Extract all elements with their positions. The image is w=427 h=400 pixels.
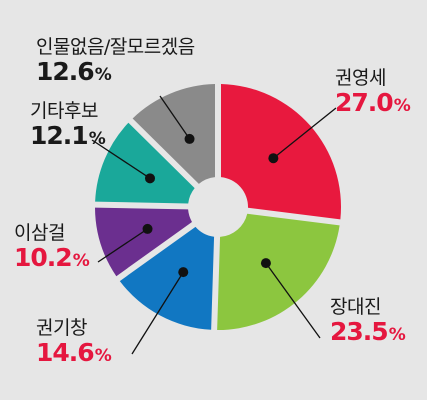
leader-line [159, 95, 191, 140]
slice-value: 14.6% [36, 338, 112, 367]
pie-slice [217, 213, 340, 330]
label-group-other-candidates: 기타후보 12.1% [30, 96, 106, 150]
leader-dot [260, 258, 271, 269]
leader-line [91, 139, 151, 179]
leader-line [131, 271, 184, 355]
leader-line [265, 262, 321, 339]
leader-dot [268, 153, 279, 164]
leader-dot [178, 267, 189, 278]
slice-value: 10.2% [14, 243, 90, 272]
leader-dot [142, 223, 153, 234]
label-group-jang-dae-jin: 장대진 23.5% [330, 292, 406, 346]
label-group-kwon-gi-chang: 권기창 14.6% [36, 313, 112, 367]
leader-dot [184, 133, 195, 144]
pie-slice [95, 122, 195, 204]
slice-label: 장대진 [330, 296, 381, 318]
slice-label: 이삼걸 [14, 222, 65, 244]
leader-line [97, 228, 148, 263]
pie-slice [132, 84, 216, 184]
pie-slice [119, 226, 215, 330]
slice-label: 권영세 [335, 67, 386, 89]
label-group-undecided: 인물없음/잘모르겠음 12.6% [36, 32, 195, 84]
slice-label: 권기창 [36, 317, 87, 339]
slice-value: 23.5% [330, 317, 406, 346]
label-group-lee-sam-geol: 이삼걸 10.2% [14, 218, 90, 272]
slice-label: 인물없음/잘모르겠음 [36, 36, 195, 58]
leader-line [272, 107, 337, 159]
label-group-kwon-young-se: 권영세 27.0% [335, 63, 411, 117]
leader-dot [144, 173, 155, 184]
pie-slice [95, 207, 192, 277]
slice-value: 12.1% [30, 121, 106, 150]
slice-label: 기타후보 [30, 100, 98, 122]
slice-value: 27.0% [335, 88, 411, 117]
slice-value: 12.6% [36, 57, 112, 86]
